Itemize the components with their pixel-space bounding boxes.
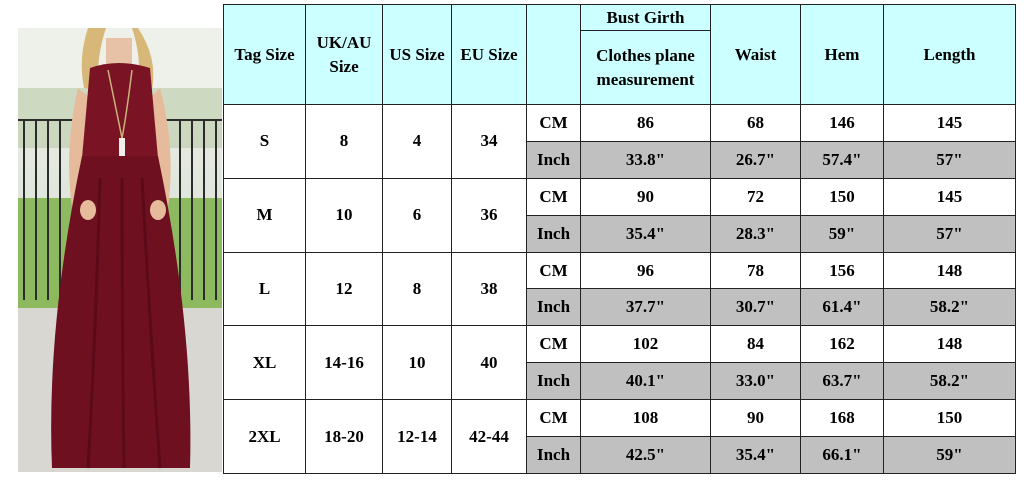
hem-cell: 61.4" (800, 288, 884, 327)
table-row: XL 14-16 10 40 CM 102 84 162 148 (223, 325, 1016, 401)
bust-cell: 96 (580, 251, 711, 290)
eu-size-cell: 42-44 (451, 399, 527, 474)
waist-cell: 78 (710, 251, 801, 290)
table-row: Inch 33.8" 26.7" 57.4" 57" (224, 140, 1016, 179)
hem-cell: 63.7" (800, 362, 884, 401)
length-cell: 58.2" (883, 288, 1016, 327)
dress-illustration (18, 28, 222, 472)
hem-cell: 156 (800, 251, 884, 290)
table-row: 2XL 18-20 12-14 42-44 CM 108 90 168 150 (223, 399, 1016, 474)
bust-cell: 37.7" (580, 288, 711, 327)
waist-cell: 72 (710, 177, 801, 216)
bust-cell: 86 (580, 104, 711, 142)
bust-cell: 108 (580, 399, 711, 438)
uk-au-size-cell: 14-16 (305, 325, 383, 401)
unit-cm-cell: CM (526, 251, 581, 290)
length-cell: 145 (883, 104, 1016, 142)
waist-cell: 26.7" (710, 140, 801, 179)
uk-au-size-cell: 12 (305, 251, 383, 327)
unit-cm-cell: CM (526, 325, 581, 364)
header-waist: Waist (710, 4, 801, 105)
length-cell: 58.2" (883, 362, 1016, 401)
header-hem: Hem (800, 4, 884, 105)
table-row: Inch 35.4" 28.3" 59" 57" (224, 214, 1016, 253)
product-photo (18, 28, 222, 472)
waist-cell: 90 (710, 399, 801, 438)
eu-size-cell: 36 (451, 177, 527, 253)
length-cell: 150 (883, 399, 1016, 438)
header-length: Length (883, 4, 1016, 105)
length-cell: 145 (883, 177, 1016, 216)
header-bust-girth: Bust Girth (580, 4, 711, 31)
uk-au-size-cell: 10 (305, 177, 383, 253)
tag-size-cell: S (223, 104, 306, 179)
table-row: L 12 8 38 CM 96 78 156 148 (223, 251, 1016, 327)
uk-au-size-cell: 8 (305, 104, 383, 179)
unit-inch-cell: Inch (526, 362, 581, 401)
table-row: Inch 42.5" 35.4" 66.1" 59" (224, 436, 1016, 474)
hem-cell: 168 (800, 399, 884, 438)
unit-inch-cell: Inch (526, 140, 581, 179)
bust-cell: 33.8" (580, 140, 711, 179)
waist-cell: 84 (710, 325, 801, 364)
bust-cell: 35.4" (580, 214, 711, 253)
bust-cell: 42.5" (580, 436, 711, 474)
waist-cell: 35.4" (710, 436, 801, 474)
uk-au-size-cell: 18-20 (305, 399, 383, 474)
length-cell: 59" (883, 436, 1016, 474)
us-size-cell: 6 (382, 177, 452, 253)
length-cell: 57" (883, 140, 1016, 179)
us-size-cell: 4 (382, 104, 452, 179)
tag-size-cell: M (223, 177, 306, 253)
hem-cell: 150 (800, 177, 884, 216)
header-tag-size: Tag Size (223, 4, 306, 105)
hem-cell: 162 (800, 325, 884, 364)
unit-cm-cell: CM (526, 177, 581, 216)
hem-cell: 59" (800, 214, 884, 253)
us-size-cell: 8 (382, 251, 452, 327)
bust-cell: 40.1" (580, 362, 711, 401)
hem-cell: 146 (800, 104, 884, 142)
tag-size-cell: XL (223, 325, 306, 401)
header-row-top: Tag Size UK/AU Size US Size EU Size Bust… (223, 4, 1016, 105)
header-us-size: US Size (382, 4, 452, 105)
table-row: M 10 6 36 CM 90 72 150 145 (223, 177, 1016, 253)
unit-cm-cell: CM (526, 399, 581, 438)
header-clothes-plane-measurement: Clothes plane measurement (580, 30, 711, 105)
size-chart-table: Tag Size UK/AU Size US Size EU Size Bust… (223, 4, 1016, 474)
header-unit (526, 4, 581, 105)
bust-cell: 102 (580, 325, 711, 364)
table-row: Inch 40.1" 33.0" 63.7" 58.2" (224, 362, 1016, 401)
tag-size-cell: L (223, 251, 306, 327)
table-row: Inch 37.7" 30.7" 61.4" 58.2" (224, 288, 1016, 327)
tag-size-cell: 2XL (223, 399, 306, 474)
waist-cell: 28.3" (710, 214, 801, 253)
eu-size-cell: 34 (451, 104, 527, 179)
hem-cell: 66.1" (800, 436, 884, 474)
waist-cell: 30.7" (710, 288, 801, 327)
unit-inch-cell: Inch (526, 214, 581, 253)
eu-size-cell: 38 (451, 251, 527, 327)
bust-cell: 90 (580, 177, 711, 216)
header-uk-au-size: UK/AU Size (305, 4, 383, 105)
us-size-cell: 12-14 (382, 399, 452, 474)
length-cell: 148 (883, 325, 1016, 364)
waist-cell: 68 (710, 104, 801, 142)
eu-size-cell: 40 (451, 325, 527, 401)
us-size-cell: 10 (382, 325, 452, 401)
length-cell: 57" (883, 214, 1016, 253)
hem-cell: 57.4" (800, 140, 884, 179)
unit-inch-cell: Inch (526, 436, 581, 474)
waist-cell: 33.0" (710, 362, 801, 401)
header-eu-size: EU Size (451, 4, 527, 105)
unit-cm-cell: CM (526, 104, 581, 142)
table-row: S 8 4 34 CM 86 68 146 145 (223, 104, 1016, 179)
unit-inch-cell: Inch (526, 288, 581, 327)
length-cell: 148 (883, 251, 1016, 290)
